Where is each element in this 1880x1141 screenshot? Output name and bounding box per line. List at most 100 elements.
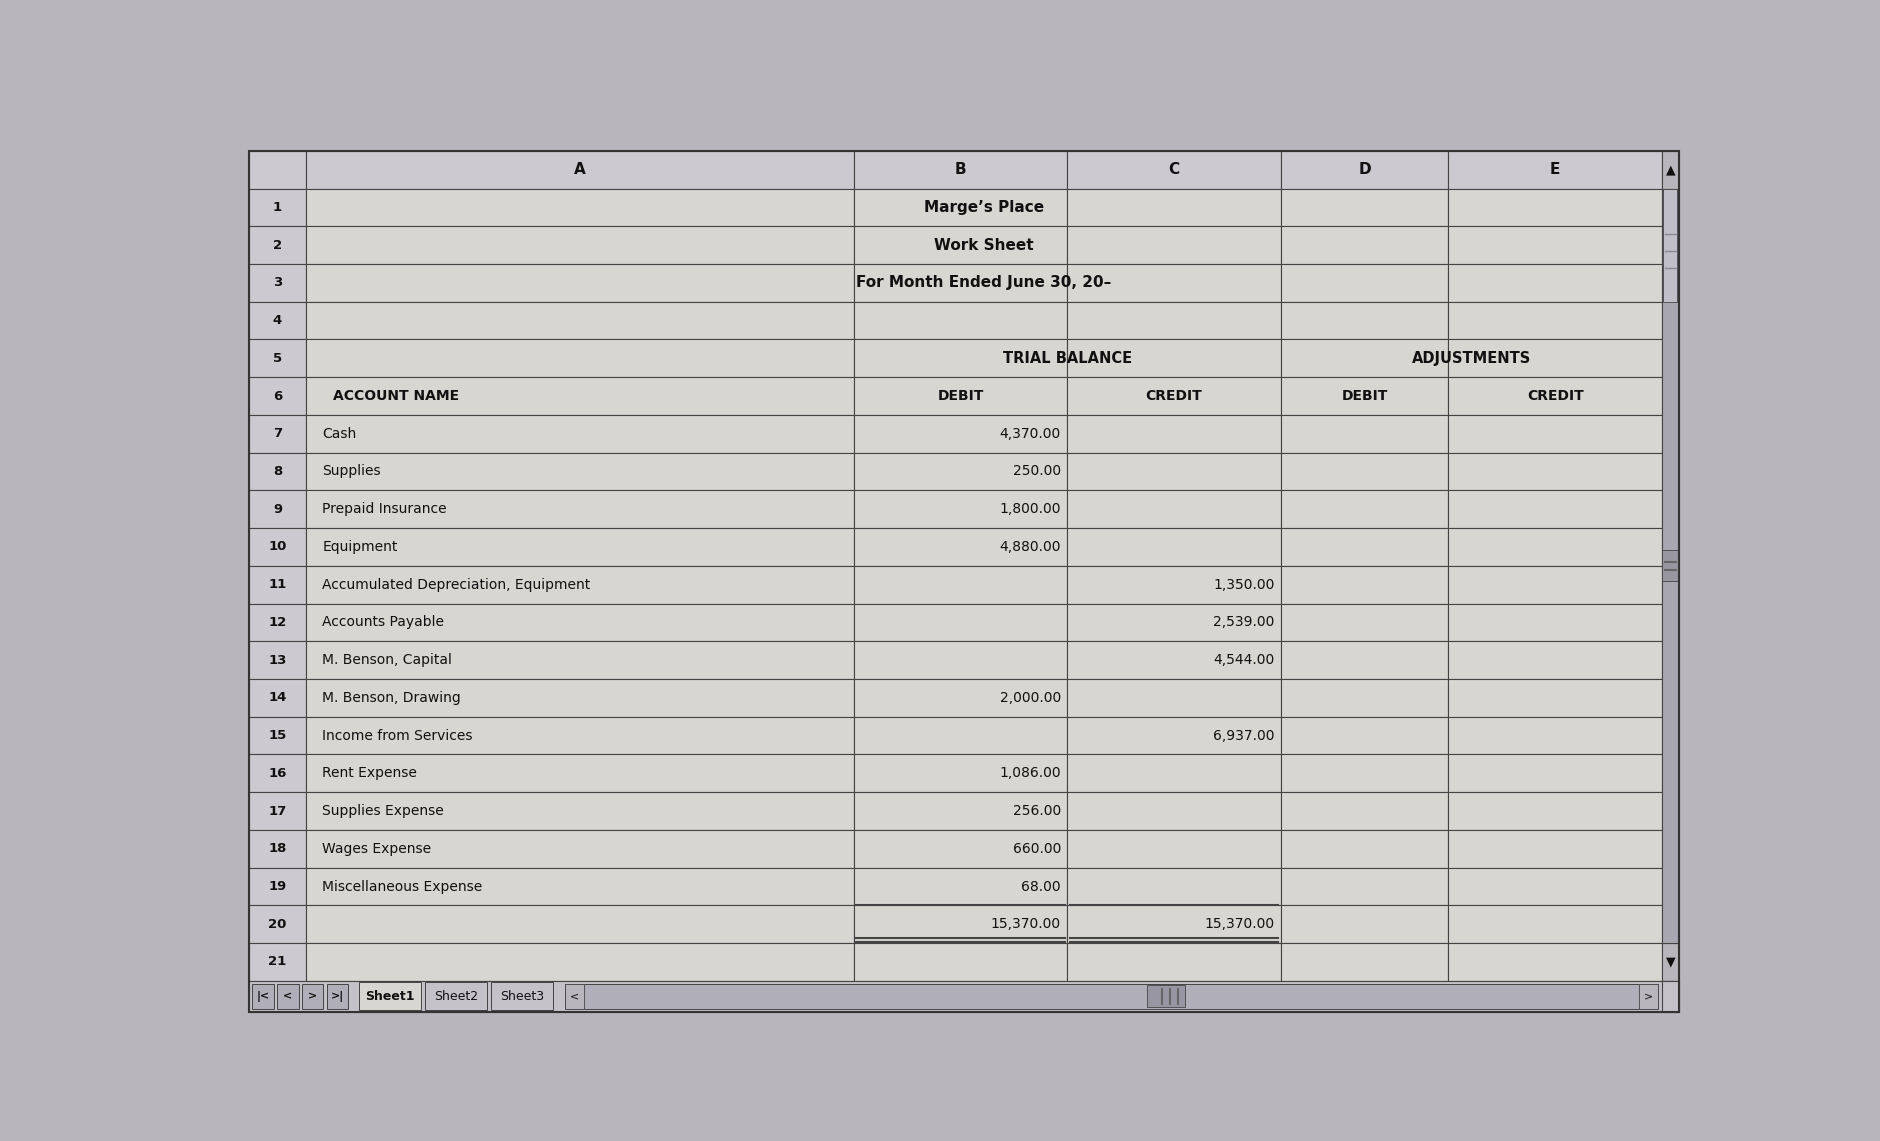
Bar	[854, 528, 1066, 566]
Text: 10: 10	[269, 541, 286, 553]
Bar	[1280, 944, 1448, 981]
Bar	[1280, 339, 1448, 378]
Bar	[854, 151, 1066, 188]
Text: 2,539.00: 2,539.00	[1213, 615, 1275, 630]
Text: >: >	[1643, 992, 1653, 1002]
Bar	[854, 679, 1066, 717]
Bar	[248, 151, 306, 188]
Text: 20: 20	[269, 917, 286, 931]
Bar	[1066, 641, 1280, 679]
Bar	[306, 566, 854, 604]
Bar	[1448, 566, 1662, 604]
Text: CREDIT: CREDIT	[1145, 389, 1201, 403]
Bar	[248, 264, 306, 301]
Text: 6,937.00: 6,937.00	[1213, 729, 1275, 743]
Text: 16: 16	[269, 767, 286, 779]
Bar	[1448, 188, 1662, 226]
Bar	[306, 301, 854, 339]
Bar	[1066, 151, 1280, 188]
Bar	[854, 491, 1066, 528]
Bar	[306, 378, 854, 415]
Bar	[252, 984, 274, 1009]
Bar	[1280, 792, 1448, 830]
Bar	[1448, 641, 1662, 679]
Bar	[1280, 566, 1448, 604]
Bar	[306, 339, 854, 378]
Text: M. Benson, Capital: M. Benson, Capital	[321, 653, 451, 667]
Bar	[248, 792, 306, 830]
Bar	[1280, 378, 1448, 415]
Text: Work Sheet: Work Sheet	[934, 237, 1034, 252]
Bar	[1448, 226, 1662, 264]
Bar	[248, 226, 306, 264]
Bar	[306, 830, 854, 867]
Bar	[1280, 604, 1448, 641]
Bar	[359, 982, 421, 1010]
Bar	[1448, 905, 1662, 944]
Bar	[1066, 566, 1280, 604]
Bar	[306, 905, 854, 944]
Bar	[306, 491, 854, 528]
Text: 21: 21	[269, 955, 286, 969]
Bar	[1448, 339, 1662, 378]
Bar	[1448, 944, 1662, 981]
Bar	[1448, 264, 1662, 301]
Bar	[1448, 453, 1662, 491]
Bar	[1280, 867, 1448, 905]
Bar	[327, 984, 348, 1009]
Text: 3: 3	[273, 276, 282, 290]
Bar	[248, 944, 306, 981]
Bar	[1448, 717, 1662, 754]
Bar	[1066, 415, 1280, 453]
Text: Prepaid Insurance: Prepaid Insurance	[321, 502, 447, 516]
Text: 1: 1	[273, 201, 282, 213]
Bar	[1066, 378, 1280, 415]
Text: 2,000.00: 2,000.00	[998, 690, 1060, 705]
Text: Equipment: Equipment	[321, 540, 397, 553]
Text: E: E	[1549, 162, 1560, 177]
Text: DEBIT: DEBIT	[936, 389, 983, 403]
Text: 18: 18	[269, 842, 286, 856]
Text: 13: 13	[269, 654, 286, 666]
Bar	[248, 491, 306, 528]
Bar	[1066, 301, 1280, 339]
Bar	[1280, 491, 1448, 528]
Text: 11: 11	[269, 578, 286, 591]
Bar	[564, 984, 1656, 1009]
Bar	[248, 415, 306, 453]
Bar	[1662, 981, 1679, 1012]
Text: CREDIT: CREDIT	[1527, 389, 1583, 403]
Text: 1,086.00: 1,086.00	[998, 767, 1060, 780]
Bar	[854, 867, 1066, 905]
Bar	[1280, 188, 1448, 226]
Text: 4,880.00: 4,880.00	[998, 540, 1060, 553]
Bar	[1066, 905, 1280, 944]
Text: Wages Expense: Wages Expense	[321, 842, 431, 856]
Bar	[248, 378, 306, 415]
Text: >|: >|	[331, 990, 344, 1002]
Text: ▲: ▲	[1664, 163, 1675, 176]
Bar	[248, 867, 306, 905]
Bar	[306, 415, 854, 453]
Bar	[248, 604, 306, 641]
Bar	[1662, 151, 1679, 188]
Text: 8: 8	[273, 466, 282, 478]
Text: 4: 4	[273, 314, 282, 327]
Bar	[1448, 830, 1662, 867]
Bar	[854, 905, 1066, 944]
Text: Sheet3: Sheet3	[500, 989, 543, 1003]
Bar	[854, 754, 1066, 792]
Bar	[1147, 986, 1184, 1008]
Bar	[1448, 301, 1662, 339]
Bar	[306, 679, 854, 717]
Bar	[1066, 604, 1280, 641]
Bar	[1066, 867, 1280, 905]
Text: |<: |<	[256, 990, 269, 1002]
Bar	[306, 453, 854, 491]
Bar	[1280, 528, 1448, 566]
Bar	[854, 415, 1066, 453]
Text: Accounts Payable: Accounts Payable	[321, 615, 444, 630]
Bar	[248, 188, 306, 226]
Bar	[306, 792, 854, 830]
Text: 4,370.00: 4,370.00	[998, 427, 1060, 440]
